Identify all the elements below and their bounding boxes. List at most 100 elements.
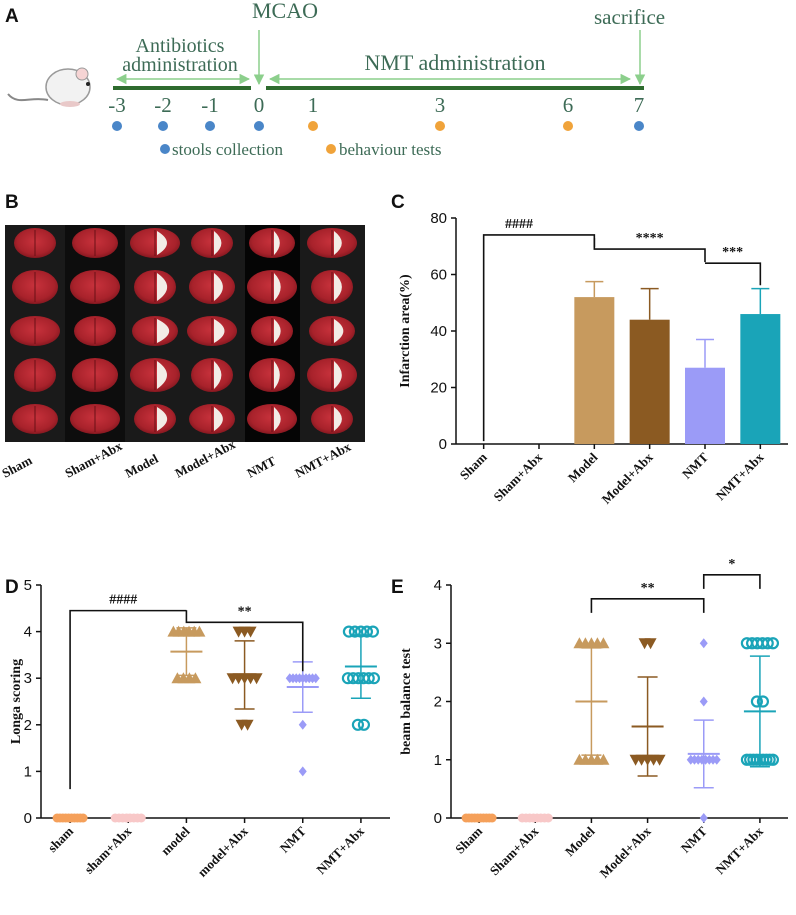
timeline-day-label: -2 [154,93,172,117]
x-category-label: Sham+Abx [487,823,542,878]
data-point [348,625,362,638]
data-point [644,638,657,650]
brain-column-label: NMT+Abx [292,439,353,481]
y-tick-label: 20 [430,380,447,397]
brain-column-label: Model+Abx [172,436,238,480]
significance-label: ** [641,581,655,596]
y-tick-label: 60 [430,267,447,284]
brain-slice-infarct [157,407,168,431]
brain-slices-grid [10,228,357,434]
brain-slice-infarct [274,319,281,343]
brain-slice-infarct [334,407,342,431]
y-tick-label: 80 [430,210,447,227]
x-category-label: sham+Abx [81,823,134,876]
legend-behaviour-dot [326,144,336,154]
data-point [366,625,380,638]
x-category-label: Sham [452,823,485,856]
data-point [750,695,764,708]
brain-slice-infarct [157,231,167,255]
timeline-dot-orange [435,121,445,131]
timeline-day-label: 6 [563,93,574,117]
brain-slice-infarct [157,361,167,389]
bar-nmt-abx [740,314,781,444]
y-tick-label: 5 [24,577,32,594]
brain-column-label: NMT [244,453,278,481]
y-axis-label: Infarction area(%) [398,274,413,388]
data-point [597,637,610,649]
significance-bracket [590,598,705,613]
timeline-dot-orange [563,121,573,131]
significance-label: #### [505,217,533,232]
x-category-label: Sham+Abx [490,449,545,504]
nmt-administration-label: NMT administration [364,50,545,75]
significance-label: *** [722,245,743,260]
brain-slice-infarct [157,273,168,301]
bar-nmt [685,367,725,444]
timeline-day-label: 3 [435,93,446,117]
x-category-label: Model [565,449,601,485]
panel-letter-a: A [5,6,19,27]
brain-slice-infarct [214,319,225,343]
legend-stools-label: stools collection [172,140,283,159]
data-point [761,637,774,650]
y-tick-label: 0 [24,810,32,827]
chart-e-beam-balance: 0 1 2 3 4 beam balance test Sham Sham+Abx ModelM… [399,557,788,881]
chart-c-infarction-area: 0 20 40 60 80 Infarction area(%) Sham Sham+Abx M… [398,210,788,507]
y-tick-label: 4 [434,577,442,594]
data-point [342,625,356,638]
x-category-label: Model [562,823,598,859]
data-point [766,753,780,766]
timeline-days: -3 -2 -1 0 1 3 6 7 [108,93,644,117]
y-axis-label: Longa scoring [9,659,24,744]
brain-column-label: Sham [0,452,35,480]
chart-d-longa-scoring: 0 1 2 3 4 5 Longa scoring sham sham+Abx model mode… [9,577,390,880]
data-point [362,672,375,685]
data-point [766,637,780,650]
y-tick-label: 1 [24,763,32,780]
brain-slice-infarct [274,273,281,301]
data-point [367,672,381,685]
brain-column-label: Model [122,451,161,481]
data-point [351,718,365,731]
brain-slice-infarct [274,361,280,389]
data-point [298,766,307,777]
brain-column-label: Sham+Abx [62,438,125,481]
significance-bracket [702,574,761,589]
x-category-label: Sham [457,449,490,482]
timeline-panel: MCAO sacrifice Antibiotics administratio… [7,0,665,159]
legend-stools-dot [160,144,170,154]
y-tick-label: 3 [24,670,32,687]
significance-label: ** [238,604,252,619]
timeline-dot-blue [205,121,215,131]
brain-slice-infarct [334,231,342,255]
legend-behaviour-label: behaviour tests [339,140,441,159]
data-point [193,625,206,637]
x-category-label: NMT [277,823,309,855]
timeline-day-label: 7 [634,93,645,117]
significance-bracket [593,238,706,263]
x-category-label: NMT+Abx [712,823,766,877]
timeline-dot-blue [158,121,168,131]
mcao-label: MCAO [252,0,318,23]
timeline-day-label: 0 [254,93,265,117]
significance-label: * [728,557,735,572]
timeline-dots [112,121,644,131]
timeline-day-label: -3 [108,93,126,117]
significance-bracket [69,609,187,790]
significance-label: **** [636,231,664,246]
data-point [250,673,263,685]
x-category-label: sham [45,823,77,855]
y-tick-label: 3 [434,635,442,652]
y-tick-label: 1 [434,752,442,769]
panel-letter-d: D [5,577,19,598]
data-point [360,625,374,638]
data-point [189,672,202,684]
y-tick-label: 0 [434,810,442,827]
timeline-dot-blue [634,121,644,131]
brain-slice-infarct [214,273,223,301]
y-tick-label: 4 [24,624,32,641]
x-category-label: model+Abx [195,823,252,880]
